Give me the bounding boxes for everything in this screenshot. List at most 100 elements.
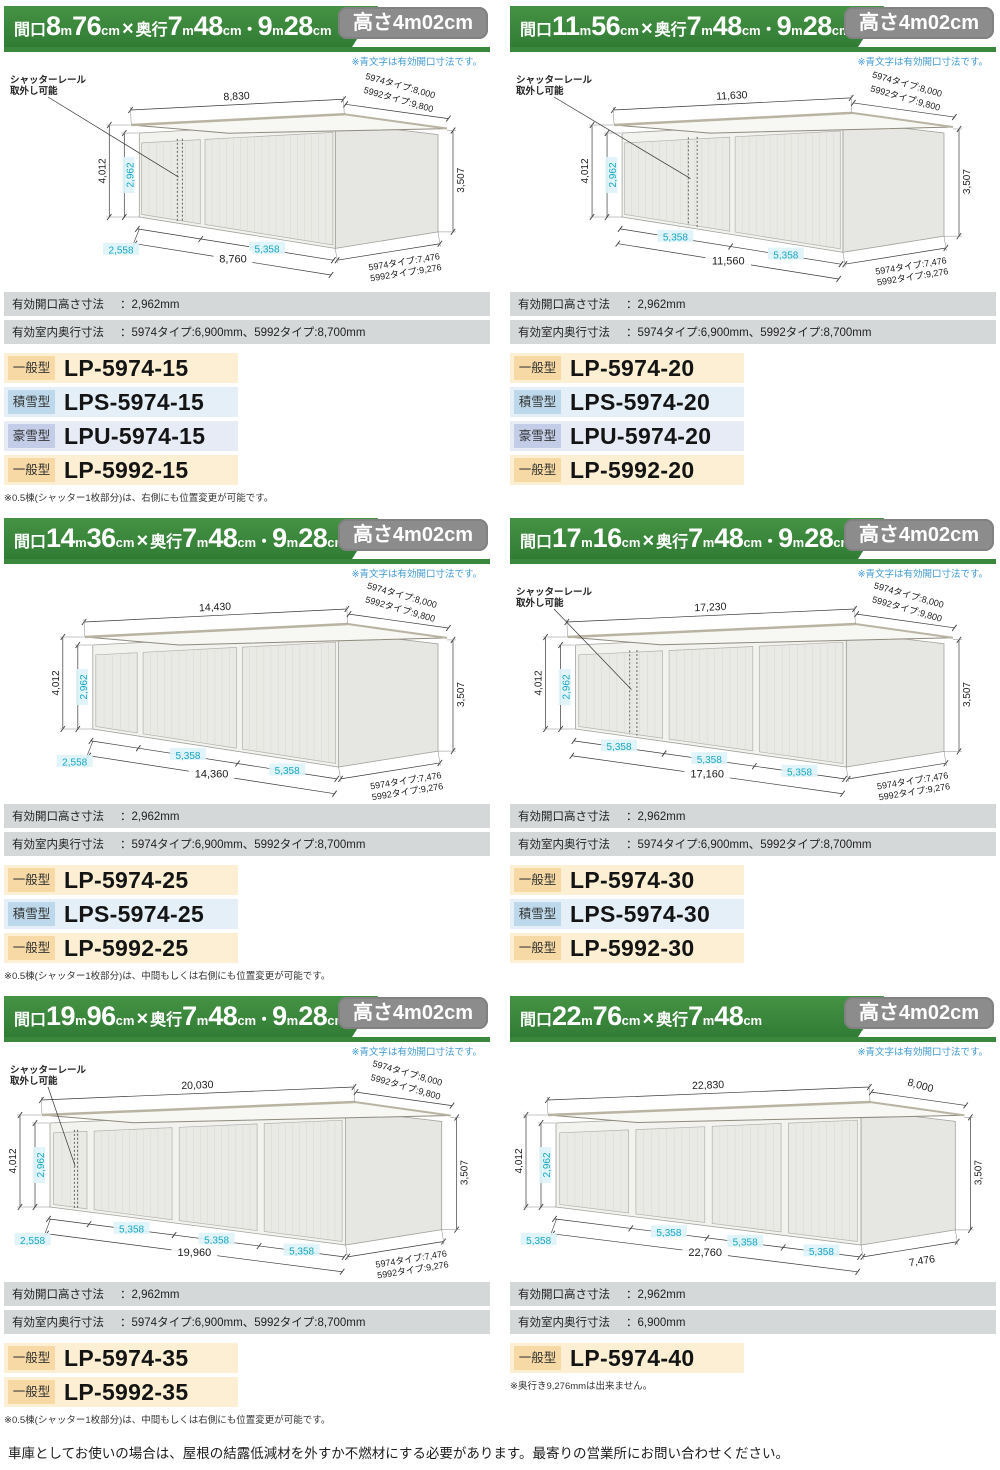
height-badge: 高さ4m02cm <box>337 997 488 1029</box>
svg-text:17,230: 17,230 <box>694 601 727 614</box>
svg-text:2,558: 2,558 <box>109 246 134 257</box>
panel-footnote <box>510 968 996 981</box>
model-type-tag: 一般型 <box>514 356 561 380</box>
size-header-text: 間口17m16cm × 奥行7m48cm・9m28cm <box>520 523 852 553</box>
model-type-tag: 一般型 <box>8 458 55 482</box>
panel-header: 間口22m76cm × 奥行7m48cm 高さ4m02cm <box>510 996 996 1042</box>
dim-left-opening-height: 2,962 <box>605 157 619 193</box>
header-seg-num: 7 <box>182 1001 197 1031</box>
model-code: LP-5992-15 <box>64 456 189 483</box>
panel-header: 間口19m96cm × 奥行7m48cm・9m28cm 高さ4m02cm <box>4 996 490 1042</box>
header-seg-unit: cm <box>222 23 242 38</box>
header-seg-num: 48 <box>714 523 744 553</box>
model-row: 一般型 LP-5974-20 <box>510 353 744 383</box>
header-seg-unit: cm <box>237 1013 257 1028</box>
garage-bay <box>93 1127 173 1221</box>
svg-text:3,507: 3,507 <box>460 1160 471 1185</box>
model-type-tag: 一般型 <box>514 868 561 892</box>
model-code: LP-5974-30 <box>570 866 695 893</box>
dim-lead-bay-width: 2,558 <box>14 1232 51 1247</box>
dim-left-total-height: 4,012 <box>580 158 591 183</box>
svg-text:3,507: 3,507 <box>456 167 467 192</box>
model-row: 積雪型 LPS-5974-15 <box>4 387 238 417</box>
spec-bar: 有効開口高さ寸法 ：2,962mm <box>4 1282 490 1306</box>
dim-front-total-width: 11,560 <box>705 252 752 267</box>
header-seg-num: 28 <box>298 523 328 553</box>
svg-text:取外し可能: 取外し可能 <box>516 597 564 609</box>
svg-text:2,962: 2,962 <box>36 1152 47 1177</box>
header-seg-label: 奥行 <box>654 22 687 39</box>
dim-bay-width: 5,358 <box>249 241 286 256</box>
svg-text:5,358: 5,358 <box>526 1236 551 1247</box>
model-row: 一般型 LP-5974-40 <box>510 1343 744 1373</box>
dim-left-total-height: 4,012 <box>514 1148 525 1173</box>
spec-label: 有効室内奥行寸法 <box>518 1317 610 1329</box>
model-type-tag: 一般型 <box>8 936 55 960</box>
svg-text:5,358: 5,358 <box>663 233 688 244</box>
model-list: 一般型 LP-5974-20 積雪型 LPS-5974-20 豪雪型 LPU-5974-2… <box>510 353 996 485</box>
garage-bay <box>559 1129 629 1214</box>
header-seg-unit: m <box>579 23 592 38</box>
model-list: 一般型 LP-5974-40 <box>510 1343 996 1373</box>
garage-bay <box>668 646 754 752</box>
spec-value: ：5974タイプ:6,900mm、5992タイプ:8,700mm <box>120 1317 366 1329</box>
header-underline <box>4 559 490 564</box>
dim-bay-width: 5,358 <box>650 1225 687 1239</box>
header-seg-label: 奥行 <box>150 1012 183 1029</box>
height-badge: 高さ4m02cm <box>843 997 994 1029</box>
spec-value: ：2,962mm <box>120 1289 180 1301</box>
header-seg-label: 奥行 <box>135 22 168 39</box>
panel-header: 間口8m76cm × 奥行7m48cm・9m28cm 高さ4m02cm <box>4 6 490 52</box>
garage-drawing: 8,830 5974タイプ:8,000 5992タイプ:9,800 4,012 2,96… <box>4 67 490 292</box>
header-seg-num: 28 <box>802 11 833 41</box>
spec-value: ：2,962mm <box>120 811 180 823</box>
header-seg-x: × <box>640 18 653 40</box>
spec-value: ：5974タイプ:6,900mm、5992タイプ:8,700mm <box>120 839 366 851</box>
spec-bar: 有効室内奥行寸法 ：5974タイプ:6,900mm、5992タイプ:8,700mm <box>510 832 996 856</box>
header-seg-num: 17 <box>552 523 582 553</box>
header-seg-x: × <box>136 1008 149 1030</box>
dim-front-total-width: 8,760 <box>213 250 253 265</box>
header-seg-unit: m <box>702 535 715 550</box>
dim-right-height: 3,507 <box>973 1160 984 1185</box>
blue-dimension-note: ※青文字は有効開口寸法です。 <box>351 57 482 68</box>
svg-text:5,358: 5,358 <box>773 250 798 261</box>
model-row: 一般型 LP-5974-35 <box>4 1343 238 1373</box>
dim-left-opening-height: 2,962 <box>122 157 136 193</box>
model-code: LPU-5974-20 <box>570 422 712 449</box>
header-seg-unit: m <box>702 1013 715 1028</box>
svg-text:8,760: 8,760 <box>219 253 247 265</box>
spec-value: ：5974タイプ:6,900mm、5992タイプ:8,700mm <box>120 327 366 339</box>
model-type-tag: 一般型 <box>8 868 55 892</box>
svg-text:5,358: 5,358 <box>119 1225 144 1236</box>
model-code: LP-5974-15 <box>64 354 189 381</box>
model-row: 積雪型 LPS-5974-30 <box>510 899 744 929</box>
svg-text:11,630: 11,630 <box>716 89 748 103</box>
model-code: LPS-5974-20 <box>570 388 711 415</box>
dim-bay-width: 5,358 <box>269 763 306 777</box>
svg-text:5,358: 5,358 <box>289 1246 314 1257</box>
svg-text:シャッターレール: シャッターレール <box>516 586 593 598</box>
size-header-text: 間口8m76cm × 奥行7m48cm・9m28cm <box>14 11 332 41</box>
dim-right-height: 3,507 <box>456 682 467 707</box>
dim-roof-depth: 8,000 <box>906 1076 935 1095</box>
panel-grid: 間口8m76cm × 奥行7m48cm・9m28cm 高さ4m02cm ※青文字は有… <box>4 6 996 1426</box>
svg-text:取外し可能: 取外し可能 <box>10 85 58 97</box>
svg-text:5,358: 5,358 <box>255 245 280 256</box>
blue-dimension-note: ※青文字は有効開口寸法です。 <box>351 569 482 580</box>
height-badge: 高さ4m02cm <box>337 519 488 551</box>
model-row: 豪雪型 LPU-5974-15 <box>4 421 238 451</box>
model-row: 一般型 LP-5992-35 <box>4 1377 238 1407</box>
svg-text:2,962: 2,962 <box>608 162 619 187</box>
model-row: 一般型 LP-5992-25 <box>4 933 238 963</box>
header-underline <box>510 1037 996 1042</box>
header-underline <box>510 47 996 52</box>
garage-side-face <box>334 121 439 249</box>
svg-text:3,507: 3,507 <box>456 682 467 707</box>
model-code: LP-5974-25 <box>64 866 189 893</box>
svg-text:5,358: 5,358 <box>204 1236 229 1247</box>
garage-drawing: 20,030 5974タイプ:8,000 5992タイプ:9,800 4,012 2,9… <box>4 1057 490 1282</box>
model-type-tag: 積雪型 <box>8 390 55 414</box>
